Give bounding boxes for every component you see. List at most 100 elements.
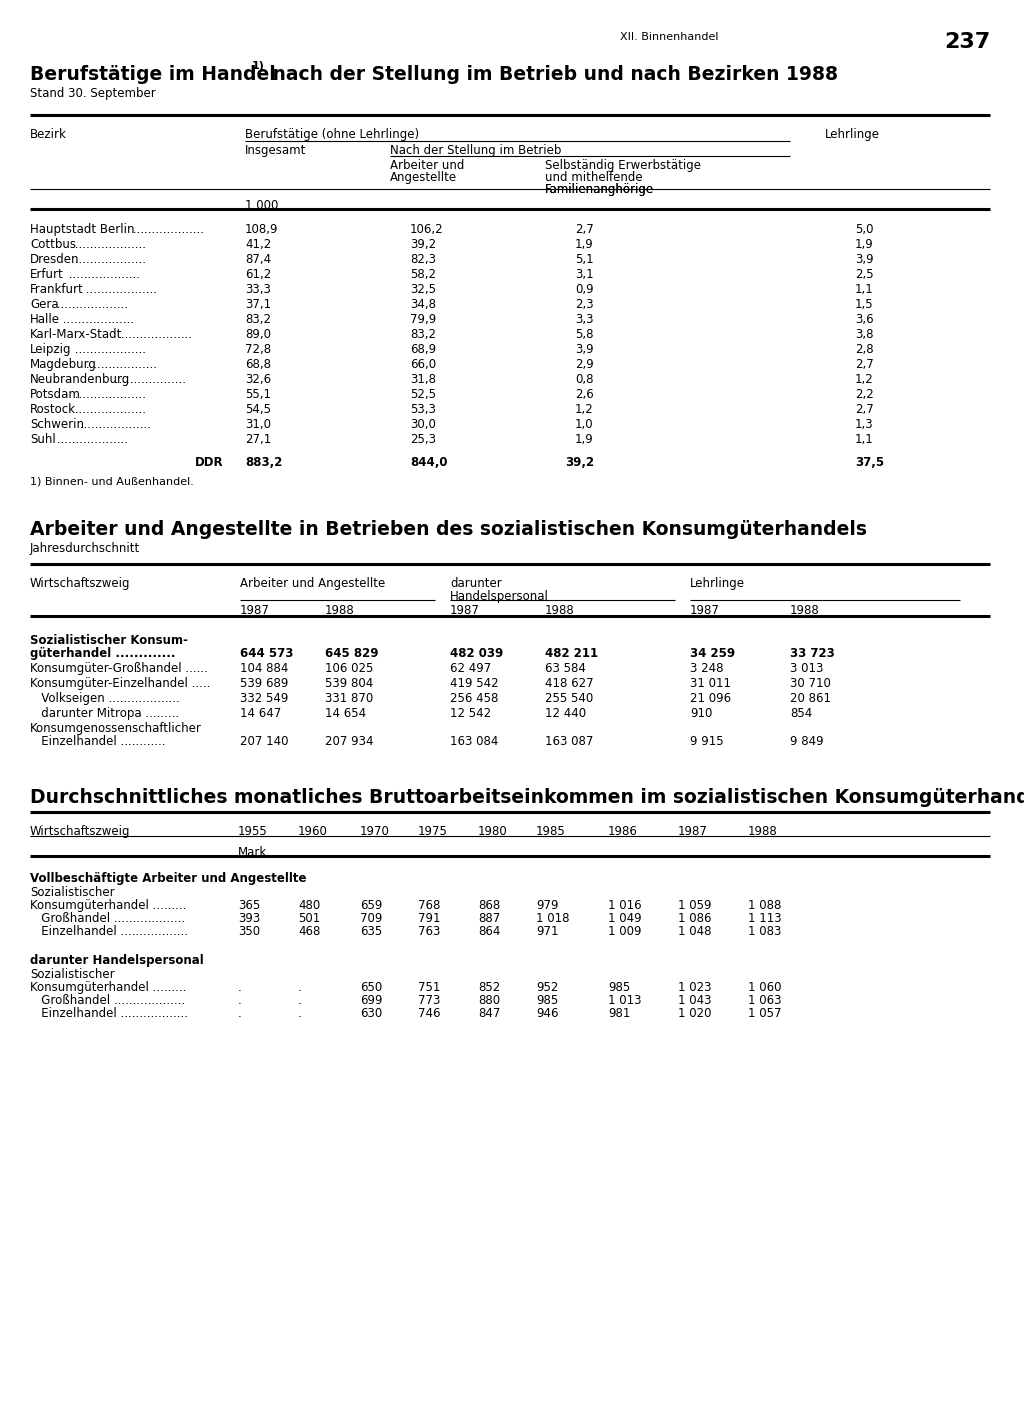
- Text: 482 211: 482 211: [545, 647, 598, 659]
- Text: 1 023: 1 023: [678, 981, 712, 994]
- Text: 768: 768: [418, 899, 440, 912]
- Text: Großhandel ...................: Großhandel ...................: [30, 912, 185, 925]
- Text: 2,6: 2,6: [575, 388, 594, 401]
- Text: 106,2: 106,2: [410, 223, 443, 236]
- Text: 1,3: 1,3: [855, 418, 873, 431]
- Text: 539 689: 539 689: [240, 676, 289, 690]
- Text: Halle: Halle: [30, 313, 60, 326]
- Text: 1987: 1987: [450, 604, 480, 617]
- Text: .: .: [298, 994, 302, 1007]
- Text: darunter: darunter: [450, 578, 502, 590]
- Text: 2,7: 2,7: [855, 359, 873, 371]
- Text: 14 654: 14 654: [325, 707, 367, 720]
- Text: 1,2: 1,2: [855, 373, 873, 385]
- Text: 418 627: 418 627: [545, 676, 594, 690]
- Text: 2,8: 2,8: [855, 343, 873, 356]
- Text: 1970: 1970: [360, 825, 390, 837]
- Text: 1) Binnen- und Außenhandel.: 1) Binnen- und Außenhandel.: [30, 476, 194, 486]
- Text: 1 057: 1 057: [748, 1007, 781, 1019]
- Text: 3,1: 3,1: [575, 268, 594, 281]
- Text: ...................: ...................: [112, 373, 186, 385]
- Text: Neubrandenburg: Neubrandenburg: [30, 373, 130, 385]
- Text: Wirtschaftszweig: Wirtschaftszweig: [30, 578, 130, 590]
- Text: 41,2: 41,2: [245, 239, 271, 251]
- Text: Arbeiter und: Arbeiter und: [390, 160, 464, 172]
- Text: ...................: ...................: [71, 239, 145, 251]
- Text: Konsumgüter-Großhandel ......: Konsumgüter-Großhandel ......: [30, 662, 208, 675]
- Text: ...................: ...................: [82, 359, 158, 371]
- Text: Großhandel ...................: Großhandel ...................: [30, 994, 185, 1007]
- Text: Mark: Mark: [238, 846, 267, 858]
- Text: 34,8: 34,8: [410, 298, 436, 311]
- Text: 1987: 1987: [690, 604, 720, 617]
- Text: 1,1: 1,1: [855, 433, 873, 446]
- Text: 659: 659: [360, 899, 382, 912]
- Text: 3 013: 3 013: [790, 662, 823, 675]
- Text: 393: 393: [238, 912, 260, 925]
- Text: 83,2: 83,2: [245, 313, 271, 326]
- Text: 480: 480: [298, 899, 321, 912]
- Text: 1 063: 1 063: [748, 994, 781, 1007]
- Text: .: .: [238, 994, 242, 1007]
- Text: 419 542: 419 542: [450, 676, 499, 690]
- Text: Konsumgüterhandel .........: Konsumgüterhandel .........: [30, 899, 186, 912]
- Text: ...................: ...................: [71, 402, 145, 417]
- Text: 350: 350: [238, 925, 260, 938]
- Text: darunter Handelspersonal: darunter Handelspersonal: [30, 955, 204, 967]
- Text: 365: 365: [238, 899, 260, 912]
- Text: 61,2: 61,2: [245, 268, 271, 281]
- Text: 645 829: 645 829: [325, 647, 379, 659]
- Text: 163 084: 163 084: [450, 736, 499, 748]
- Text: 108,9: 108,9: [245, 223, 279, 236]
- Text: 2,7: 2,7: [855, 402, 873, 417]
- Text: 1986: 1986: [608, 825, 638, 837]
- Text: 468: 468: [298, 925, 321, 938]
- Text: 1 083: 1 083: [748, 925, 781, 938]
- Text: 1): 1): [252, 61, 265, 71]
- Text: 5,8: 5,8: [575, 328, 594, 342]
- Text: Suhl: Suhl: [30, 433, 55, 446]
- Text: Stand 30. September: Stand 30. September: [30, 88, 156, 100]
- Text: 62 497: 62 497: [450, 662, 492, 675]
- Text: Arbeiter und Angestellte in Betrieben des sozialistischen Konsumgüterhandels: Arbeiter und Angestellte in Betrieben de…: [30, 520, 867, 539]
- Text: 1 016: 1 016: [608, 899, 642, 912]
- Text: Insgesamt: Insgesamt: [245, 144, 306, 157]
- Text: Potsdam: Potsdam: [30, 388, 81, 401]
- Text: 3 248: 3 248: [690, 662, 724, 675]
- Text: .: .: [298, 981, 302, 994]
- Text: 1988: 1988: [748, 825, 778, 837]
- Text: 255 540: 255 540: [545, 692, 593, 705]
- Text: 1987: 1987: [240, 604, 270, 617]
- Text: 63 584: 63 584: [545, 662, 586, 675]
- Text: ...................: ...................: [53, 433, 128, 446]
- Text: 1 020: 1 020: [678, 1007, 712, 1019]
- Text: und mithelfende: und mithelfende: [545, 171, 643, 184]
- Text: Einzelhandel ..................: Einzelhandel ..................: [30, 1007, 188, 1019]
- Text: Familienanghörige: Familienanghörige: [545, 184, 654, 196]
- Text: Volkseigen ...................: Volkseigen ...................: [30, 692, 180, 705]
- Text: 2,2: 2,2: [855, 388, 873, 401]
- Text: .: .: [238, 1007, 242, 1019]
- Text: Wirtschaftszweig: Wirtschaftszweig: [30, 825, 130, 837]
- Text: 72,8: 72,8: [245, 343, 271, 356]
- Text: Vollbeschäftigte Arbeiter und Angestellte: Vollbeschäftigte Arbeiter und Angestellt…: [30, 873, 306, 885]
- Text: 68,9: 68,9: [410, 343, 436, 356]
- Text: 650: 650: [360, 981, 382, 994]
- Text: 27,1: 27,1: [245, 433, 271, 446]
- Text: 163 087: 163 087: [545, 736, 593, 748]
- Text: 87,4: 87,4: [245, 253, 271, 265]
- Text: 3,3: 3,3: [575, 313, 594, 326]
- Text: 971: 971: [536, 925, 558, 938]
- Text: Konsumgüter-Einzelhandel .....: Konsumgüter-Einzelhandel .....: [30, 676, 210, 690]
- Text: ...................: ...................: [71, 343, 145, 356]
- Text: 207 140: 207 140: [240, 736, 289, 748]
- Text: 2,5: 2,5: [855, 268, 873, 281]
- Text: 635: 635: [360, 925, 382, 938]
- Text: ...................: ...................: [65, 268, 140, 281]
- Text: 37,1: 37,1: [245, 298, 271, 311]
- Text: 12 542: 12 542: [450, 707, 492, 720]
- Text: 55,1: 55,1: [245, 388, 271, 401]
- Text: 979: 979: [536, 899, 558, 912]
- Text: 1988: 1988: [790, 604, 820, 617]
- Text: Erfurt: Erfurt: [30, 268, 63, 281]
